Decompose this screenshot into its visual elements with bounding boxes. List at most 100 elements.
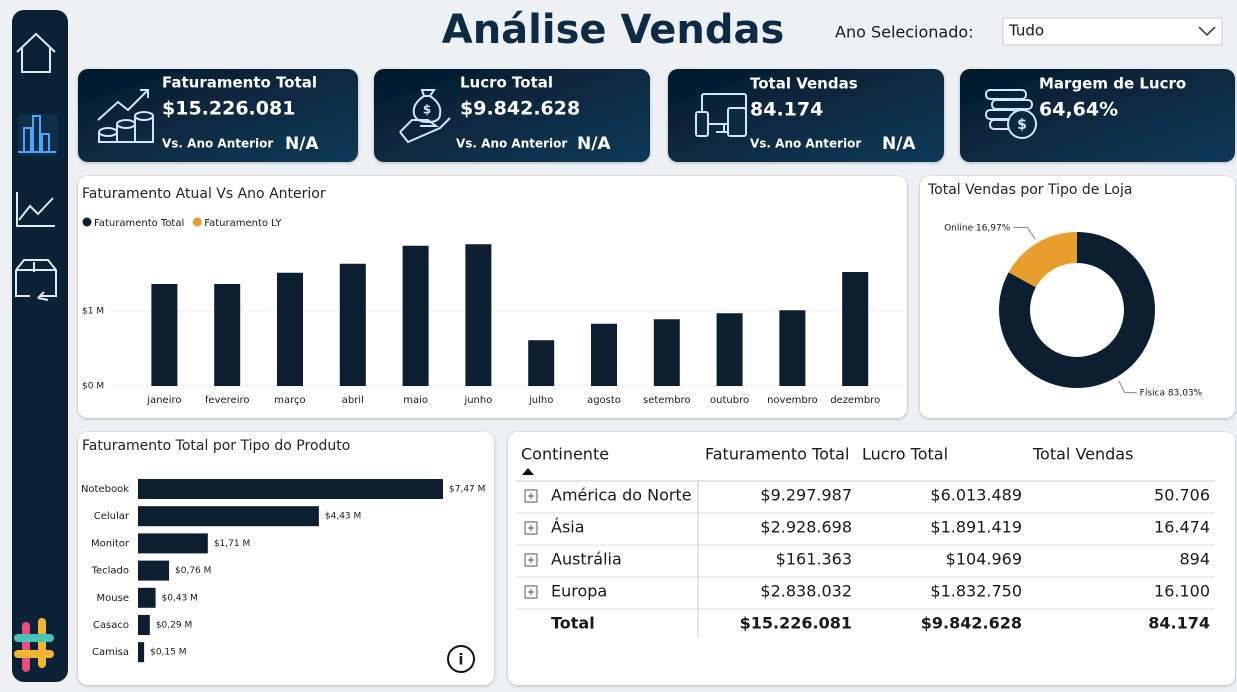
expand-plus <box>528 557 534 563</box>
x-tick-label: fevereiro <box>205 395 250 406</box>
kpi-title: Total Vendas <box>750 75 858 93</box>
cell-number: 894 <box>1179 550 1210 569</box>
bar <box>716 313 743 386</box>
page-title: Análise Vendas <box>442 7 785 53</box>
icon-money-hand: $ <box>399 89 451 144</box>
x-tick-label: junho <box>463 395 492 406</box>
bar <box>138 615 150 635</box>
kpi-compare-label: Vs. Ano Anterior <box>456 137 567 151</box>
data-label: $0,76 M <box>175 566 211 576</box>
nav-home[interactable] <box>16 32 56 73</box>
expand-plus <box>528 589 534 595</box>
info-icon[interactable]: i <box>447 645 475 673</box>
total-number: 84.174 <box>1148 614 1210 633</box>
legend-swatch <box>192 217 202 227</box>
bar <box>653 319 680 386</box>
x-tick-label: novembro <box>767 395 818 406</box>
kpi-compare-label: Vs. Ano Anterior <box>750 137 861 151</box>
donut-slice <box>998 232 1156 388</box>
y-tick-label: Notebook <box>81 484 129 495</box>
kpi-value: 84.174 <box>750 99 823 121</box>
cell-number: 16.100 <box>1154 582 1210 601</box>
cell-number: $9.297.987 <box>760 486 852 505</box>
y-tick-label: Teclado <box>91 566 129 577</box>
expand-box <box>524 489 538 503</box>
slice-label: Online 16,97% <box>944 223 1011 233</box>
chart-title: Faturamento Atual Vs Ano Anterior <box>82 186 326 202</box>
icon-devices <box>695 93 747 137</box>
data-label: $7,47 M <box>449 485 485 495</box>
data-label: $4,43 M <box>325 512 361 522</box>
sort-indicator <box>522 468 534 475</box>
expand-plus <box>528 525 534 531</box>
slice-value: 83,03% <box>1168 388 1203 398</box>
column-header: Faturamento Total <box>705 445 849 464</box>
filter-value: Tudo <box>1008 22 1044 40</box>
nav-bar[interactable] <box>18 114 58 156</box>
kpi-card <box>668 69 944 162</box>
svg-text:$: $ <box>423 103 431 117</box>
kpi-compare-value: N/A <box>882 134 916 154</box>
cell-number: $104.969 <box>946 550 1022 569</box>
expand-button[interactable] <box>524 553 538 567</box>
total-label: Total <box>551 614 595 633</box>
svg-text:i: i <box>458 651 463 669</box>
expand-box <box>524 521 538 535</box>
cell-number: $6.013.489 <box>930 486 1022 505</box>
kpi-title: Margem de Lucro <box>1039 75 1186 93</box>
chart-title: Faturamento Total por Tipo do Produto <box>82 438 350 454</box>
slice-value: 16,97% <box>976 223 1011 233</box>
slice-label: Física 83,03% <box>1140 388 1203 398</box>
bar <box>465 244 492 386</box>
filter-dropdown[interactable]: Tudo <box>1002 17 1223 46</box>
donut-slice <box>1008 232 1077 288</box>
x-tick-label: março <box>274 395 305 406</box>
bar <box>138 642 145 663</box>
bar <box>528 340 555 386</box>
kpi-title: Faturamento Total <box>162 74 317 92</box>
expand-button[interactable] <box>524 489 538 503</box>
leader-line <box>1118 380 1137 394</box>
expand-button[interactable] <box>524 521 538 535</box>
cell-label: Ásia <box>551 518 585 537</box>
nav-line[interactable] <box>16 192 55 227</box>
bar <box>591 323 617 386</box>
icon-coins-stack: $ <box>985 89 1037 139</box>
bar <box>138 533 208 554</box>
y-tick-label: Camisa <box>92 647 129 658</box>
x-tick-label: janeiro <box>146 395 181 406</box>
x-tick-label: setembro <box>643 395 691 406</box>
data-label: $0,43 M <box>162 593 198 603</box>
expand-box <box>524 585 538 599</box>
chart-title: Total Vendas por Tipo de Loja <box>927 182 1132 198</box>
cell-number: $1.891.419 <box>930 518 1022 537</box>
nav-box[interactable] <box>15 259 57 301</box>
y-tick-label: $0 M <box>82 382 104 392</box>
bar <box>277 272 303 386</box>
data-label: $1,71 M <box>214 539 250 549</box>
cell-number: 50.706 <box>1154 486 1210 505</box>
bar <box>138 506 319 527</box>
cell-number: $1.832.750 <box>930 582 1022 601</box>
y-tick-label: Celular <box>94 511 130 522</box>
y-tick-label: Monitor <box>91 538 130 549</box>
filter-label: Ano Selecionado: <box>835 23 974 42</box>
bar <box>138 479 443 499</box>
cell-label: Austrália <box>551 550 622 569</box>
bar <box>339 263 366 386</box>
icon-coins-up <box>97 89 154 143</box>
bar <box>402 245 429 386</box>
expand-button[interactable] <box>524 585 538 599</box>
panel <box>920 176 1235 418</box>
x-tick-label: outubro <box>710 395 749 406</box>
y-tick-label: Mouse <box>97 593 129 604</box>
cell-label: América do Norte <box>551 486 692 505</box>
panel <box>508 432 1235 685</box>
y-tick-label: $1 M <box>82 307 104 317</box>
x-tick-label: dezembro <box>830 395 880 406</box>
bar <box>138 587 156 608</box>
sidebar <box>12 10 68 682</box>
bar <box>842 272 869 386</box>
x-tick-label: julho <box>528 395 553 406</box>
